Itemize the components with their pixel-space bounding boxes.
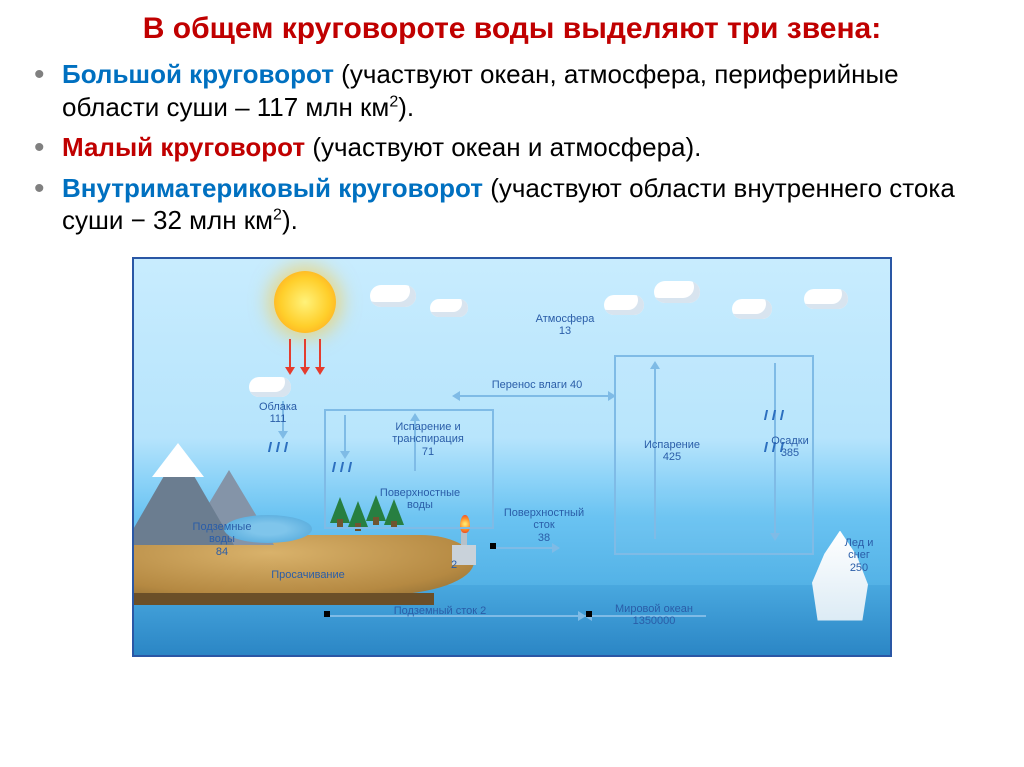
cloud-icon (804, 289, 848, 309)
snow-cap (152, 443, 204, 477)
page-title: В общем круговороте воды выделяют три зв… (24, 12, 1000, 46)
cloud-icon (604, 295, 644, 315)
bullet-3-tail: ). (282, 205, 298, 235)
sun-icon (274, 271, 336, 333)
rain-icon (330, 459, 358, 477)
sun-ray-icon (304, 339, 306, 373)
diagram-container: Атмосфера13 Облака111 Перенос влаги 40 И… (132, 257, 892, 657)
cloud-icon (732, 299, 772, 319)
rain-icon (266, 439, 294, 457)
bullet-2-rest: (участвуют океан и атмосфера). (305, 132, 701, 162)
bullet-2: Малый круговорот (участвуют океан и атмо… (34, 131, 1000, 164)
label-clouds: Облака111 (250, 401, 306, 426)
precip-land-arrow (344, 415, 346, 457)
cloud-icon (654, 281, 700, 303)
transfer-arrow (454, 395, 614, 397)
label-transfer: Перенос влаги 40 (472, 379, 602, 392)
bullet-3: Внутриматериковый круговорот (участвуют … (34, 172, 1000, 237)
label-infiltration: Просачивание (258, 569, 358, 582)
land-edge (134, 593, 434, 605)
label-precip: Осадки385 (760, 435, 820, 460)
label-world-ocean: Мировой океан1350000 (594, 603, 714, 628)
cloud-icon (430, 299, 468, 317)
bullet-1-sup: 2 (389, 93, 398, 110)
label-groundwater: Подземныеводы84 (182, 521, 262, 559)
bullet-1-lead: Большой круговорот (62, 59, 334, 89)
bullet-list: Большой круговорот (участвуют океан, атм… (24, 58, 1000, 237)
label-ice: Лед иснег250 (834, 537, 884, 575)
cloud-icon (249, 377, 291, 397)
label-evap-transp: Испарение итранспирация71 (378, 421, 478, 459)
label-underground-runoff: Подземный сток 2 (370, 605, 510, 618)
rain-icon (762, 407, 790, 425)
water-cycle-diagram: Атмосфера13 Облака111 Перенос влаги 40 И… (132, 257, 892, 657)
label-evaporation: Испарение425 (632, 439, 712, 464)
bullet-3-lead: Внутриматериковый круговорот (62, 173, 483, 203)
sun-ray-icon (319, 339, 321, 373)
label-subrunoff: 2 (444, 559, 464, 572)
label-surface-runoff: Поверхностныйсток38 (494, 507, 594, 545)
label-surface-water: Поверхностныеводы (370, 487, 470, 512)
cloud-icon (370, 285, 416, 307)
sun-ray-icon (289, 339, 291, 373)
label-atmosphere: Атмосфера13 (520, 313, 610, 338)
bullet-2-lead: Малый круговорот (62, 132, 305, 162)
bullet-1-tail: ). (398, 92, 414, 122)
bullet-3-sup: 2 (273, 206, 282, 223)
surface-runoff-arrow (490, 547, 558, 549)
bullet-1: Большой круговорот (участвуют океан, атм… (34, 58, 1000, 123)
